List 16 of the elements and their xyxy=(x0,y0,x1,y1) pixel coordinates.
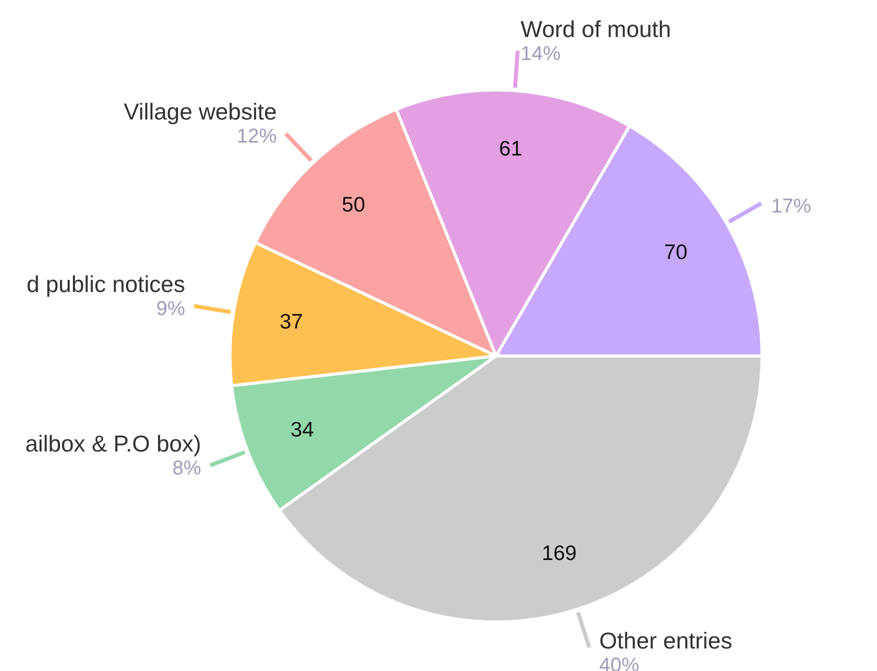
data-label: 169 xyxy=(542,542,577,566)
text: 17% xyxy=(771,195,812,218)
data-label: 34 xyxy=(290,418,314,442)
text: 12% xyxy=(236,126,277,148)
text: 8% xyxy=(172,457,202,480)
slice-label: Village website xyxy=(124,98,277,125)
text: 9% xyxy=(156,298,186,320)
slice-label: d public notices xyxy=(26,270,186,297)
data-label: 70 xyxy=(664,240,688,264)
slice-label: Other entries xyxy=(599,627,732,654)
data-label: 50 xyxy=(342,194,366,217)
slice-label: ailbox & P.O box) xyxy=(25,430,202,456)
data-label: 37 xyxy=(280,310,303,334)
slice-label: Word of mouth xyxy=(520,16,672,42)
text: 14% xyxy=(520,42,561,65)
data-label: 61 xyxy=(499,138,522,161)
